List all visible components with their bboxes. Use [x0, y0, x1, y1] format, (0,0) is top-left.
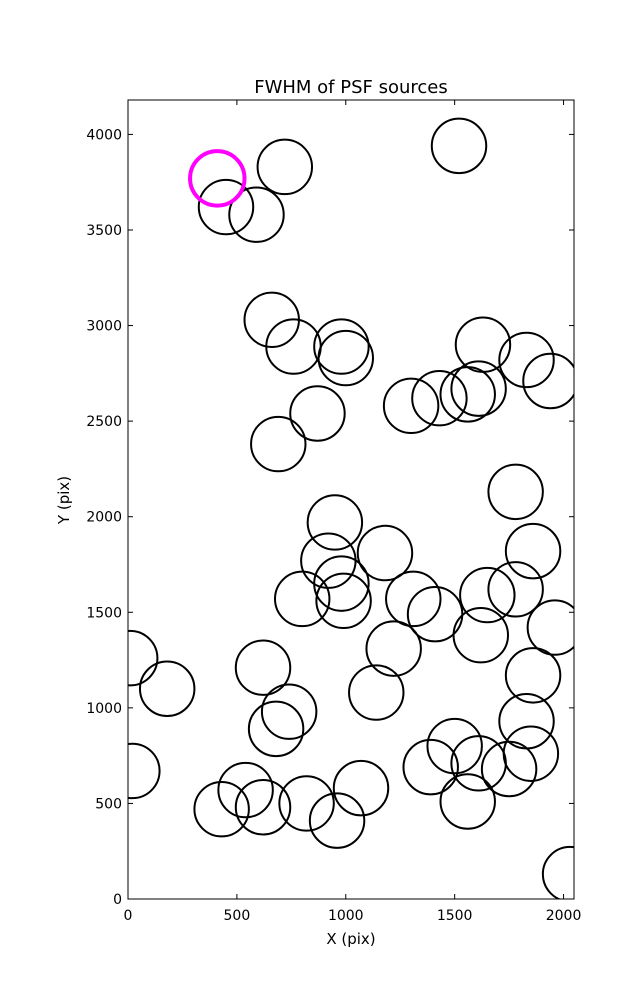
- source-circle-35: [348, 664, 405, 721]
- source-circle-7: [317, 329, 374, 387]
- source-circle-43: [480, 740, 538, 798]
- source-circle-6: [313, 318, 370, 375]
- source-circle-36: [504, 647, 562, 704]
- source-circle-16: [250, 415, 307, 473]
- source-circle-11: [382, 377, 440, 435]
- source-circle-44: [502, 725, 560, 782]
- source-circle-1: [256, 138, 314, 196]
- y-tick-label-500: 500: [95, 796, 122, 812]
- source-circle-27: [459, 566, 516, 624]
- y-tick-label-1500: 1500: [86, 605, 122, 621]
- source-circle-49: [234, 779, 292, 836]
- source-circle-28: [487, 561, 544, 618]
- source-circle-20: [356, 524, 414, 582]
- y-axis-ticks: 0 500 1000 1500 2000 2500 3000 3500 4000: [86, 127, 574, 908]
- y-tick-label-0: 0: [113, 892, 122, 908]
- source-circle-17: [487, 463, 544, 521]
- x-tick-label-1500: 1500: [437, 908, 473, 924]
- source-circle-45: [128, 742, 161, 800]
- source-circle-37: [260, 683, 318, 740]
- source-circle-9: [498, 331, 555, 389]
- highlighted-source-circle-0: [188, 149, 247, 208]
- source-circle-31: [365, 620, 422, 677]
- x-tick-label-2000: 2000: [546, 908, 582, 924]
- source-circle-25: [385, 570, 442, 628]
- source-circle-10: [522, 352, 574, 410]
- y-tick-label-3500: 3500: [86, 223, 122, 239]
- source-circle-2: [197, 178, 255, 236]
- source-circle-33: [234, 639, 292, 696]
- source-circle-30: [452, 606, 510, 664]
- source-circle-51: [308, 792, 366, 849]
- plot-frame: [127, 99, 575, 900]
- source-circle-34: [138, 660, 196, 717]
- source-circle-47: [332, 759, 390, 817]
- source-circle-40: [426, 717, 483, 775]
- y-tick-label-4000: 4000: [86, 127, 122, 143]
- source-circle-15: [289, 385, 346, 442]
- source-circle-3: [228, 186, 285, 243]
- x-axis-label: X (pix): [326, 930, 375, 948]
- source-circle-46: [217, 761, 274, 819]
- source-circle-53: [541, 845, 574, 899]
- y-tick-label-2000: 2000: [86, 510, 122, 526]
- x-tick-label-500: 500: [224, 908, 251, 924]
- source-circle-52: [439, 773, 496, 830]
- x-tick-label-0: 0: [124, 908, 133, 924]
- y-tick-label-2500: 2500: [86, 414, 122, 430]
- source-circle-29: [526, 599, 574, 656]
- source-circle-50: [278, 775, 335, 832]
- source-circle-13: [439, 366, 496, 423]
- source-circle-24: [273, 570, 331, 628]
- y-tick-label-1000: 1000: [86, 701, 122, 717]
- source-circle-18: [306, 494, 364, 551]
- chart-title: FWHM of PSF sources: [254, 77, 448, 98]
- source-circle-48: [193, 780, 250, 838]
- source-circle-19: [504, 522, 562, 580]
- x-tick-label-1000: 1000: [328, 908, 364, 924]
- source-circle-41: [402, 738, 459, 796]
- source-circle-38: [247, 700, 305, 758]
- y-tick-label-3000: 3000: [86, 319, 122, 335]
- source-circle-23: [315, 572, 372, 630]
- source-circle-14: [450, 360, 507, 417]
- y-axis-label: Y (pix): [55, 476, 73, 525]
- source-circle-22: [313, 555, 370, 612]
- plot-marks: [128, 117, 574, 899]
- source-circle-32: [128, 629, 159, 687]
- source-circle-0: [430, 117, 488, 175]
- source-circle-12: [411, 369, 468, 427]
- x-axis-ticks: 0 500 1000 1500 2000: [124, 100, 582, 924]
